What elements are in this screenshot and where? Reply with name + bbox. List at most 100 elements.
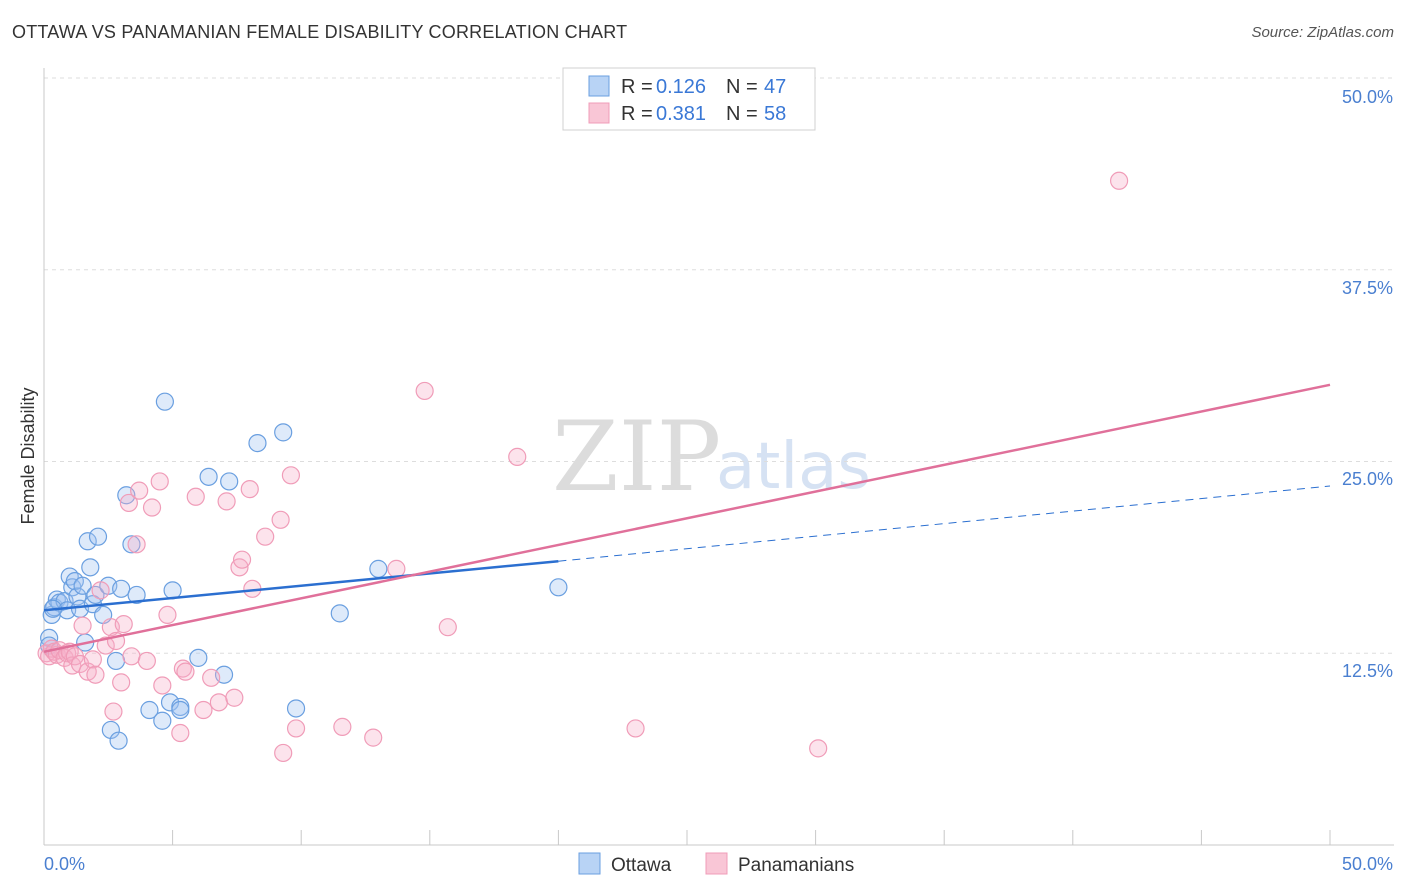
ottawa-point-30 — [155, 392, 174, 411]
bottom-legend-label-ottawa: Ottawa — [611, 855, 672, 876]
y-tick-label-25: 25.0% — [1342, 469, 1393, 489]
bottom-legend-swatch-ottawa — [578, 852, 601, 875]
ottawa-point-27 — [127, 585, 146, 605]
ottawa-point-42 — [330, 604, 349, 623]
watermark-zip: ZIP — [552, 401, 721, 513]
y-tick-label-50: 50.0% — [1342, 87, 1393, 107]
bottom-legend-swatch-panamanians — [705, 852, 728, 875]
legend-r-value-ottawa: 0.126 — [656, 76, 706, 98]
ottawa-point-12 — [73, 576, 92, 595]
legend-r-value-panamanians: 0.381 — [656, 103, 706, 125]
ottawa-point-22 — [106, 651, 126, 671]
panamanians-point-57 — [809, 739, 828, 758]
panamanians-point-36 — [194, 700, 213, 720]
ottawa-point-28 — [140, 700, 159, 720]
panamanians-point-24 — [122, 647, 141, 666]
ottawa-point-29 — [153, 711, 172, 730]
panamanians-point-22 — [114, 615, 133, 634]
panamanians-point-49 — [286, 719, 306, 738]
trend-lines — [43, 383, 1331, 653]
panamanians-point-37 — [202, 668, 221, 687]
panamanians-point-55 — [508, 447, 527, 466]
panamanians-point-51 — [364, 728, 383, 747]
panamanians-point-34 — [176, 662, 195, 681]
ottawa-point-18 — [88, 527, 108, 546]
panamanians-point-35 — [186, 487, 205, 506]
panamanians-point-38 — [209, 693, 228, 712]
x-ticks — [43, 830, 1331, 845]
source-label: Source: ZipAtlas.com — [1251, 24, 1394, 41]
panamanians-point-14 — [83, 650, 102, 669]
legend-r-label-panamanians: R = — [621, 103, 658, 125]
panamanians-point-40 — [225, 688, 244, 707]
panamanians-point-31 — [158, 605, 177, 625]
y-tick-label-37-5: 37.5% — [1342, 278, 1393, 298]
legend-swatch-panamanians — [588, 102, 610, 124]
panamanians-point-39 — [217, 492, 236, 511]
panamanians-point-28 — [142, 498, 162, 517]
ottawa-point-41 — [286, 699, 306, 718]
panamanians-point-17 — [96, 636, 115, 655]
bottom-legend-label-panamanians: Panamanians — [738, 855, 854, 876]
panamanians-point-32 — [171, 723, 190, 743]
ottawa-point-24 — [112, 579, 131, 598]
y-tick-label-12-5: 12.5% — [1342, 661, 1393, 681]
panamanians-point-45 — [256, 527, 275, 546]
series-legend: Ottawa Panamanians — [578, 852, 854, 876]
panamanians-point-33 — [173, 659, 192, 678]
ottawa-trend-extension — [558, 485, 1331, 562]
panamanians-point-30 — [153, 676, 172, 695]
ottawa-point-0 — [40, 628, 59, 648]
legend-n-label-panamanians: N = — [726, 103, 763, 125]
panamanians-point-29 — [150, 472, 169, 491]
legend-n-value-ottawa: 47 — [764, 76, 786, 98]
panamanians-point-19 — [104, 702, 123, 721]
panamanians-point-16 — [91, 581, 110, 600]
panamanians-point-25 — [127, 535, 146, 554]
ottawa-point-34 — [171, 700, 190, 720]
ottawa-point-23 — [109, 731, 128, 750]
series-ottawa — [40, 392, 568, 750]
ottawa-point-15 — [81, 558, 100, 577]
y-axis-label: Female Disability — [18, 387, 38, 524]
panamanians-point-42 — [232, 550, 252, 569]
ottawa-trend-line — [43, 559, 559, 612]
x-tick-label-50: 50.0% — [1342, 854, 1393, 874]
x-tick-label-0: 0.0% — [44, 854, 85, 874]
panamanians-point-46 — [271, 510, 290, 529]
chart-title: OTTAWA VS PANAMANIAN FEMALE DISABILITY C… — [12, 22, 628, 42]
panamanians-point-52 — [387, 559, 406, 578]
legend-n-value-panamanians: 58 — [764, 103, 786, 125]
ottawa-point-36 — [199, 467, 218, 486]
ottawa-point-14 — [78, 532, 97, 551]
panamanians-point-47 — [274, 743, 293, 763]
panamanians-point-12 — [73, 616, 92, 635]
panamanians-trend-line — [43, 383, 1331, 653]
correlation-legend: R = 0.126 N = 47 R = 0.381 N = 58 — [562, 67, 816, 131]
panamanians-point-50 — [333, 717, 352, 736]
legend-n-label-ottawa: N = — [726, 76, 763, 98]
panamanians-point-27 — [137, 651, 156, 671]
ottawa-point-35 — [189, 648, 208, 667]
ottawa-point-26 — [122, 535, 141, 554]
panamanians-point-58 — [1109, 171, 1129, 190]
ottawa-point-31 — [160, 693, 180, 712]
panamanians-point-53 — [415, 381, 434, 401]
panamanians-point-43 — [240, 480, 259, 499]
ottawa-point-40 — [274, 423, 293, 442]
watermark-atlas: atlas — [716, 430, 871, 504]
ottawa-point-39 — [248, 433, 267, 453]
ottawa-point-43 — [369, 559, 388, 578]
panamanians-point-15 — [86, 665, 105, 684]
ottawa-point-38 — [220, 472, 239, 491]
ottawa-point-44 — [549, 578, 568, 597]
legend-r-label-ottawa: R = — [621, 76, 658, 98]
series-panamanians — [37, 171, 1129, 763]
panamanians-point-56 — [626, 719, 645, 738]
panamanians-point-48 — [281, 466, 301, 485]
panamanians-point-23 — [119, 493, 138, 513]
panamanians-point-21 — [112, 673, 131, 692]
legend-swatch-ottawa — [588, 75, 610, 97]
panamanians-point-26 — [130, 481, 149, 500]
